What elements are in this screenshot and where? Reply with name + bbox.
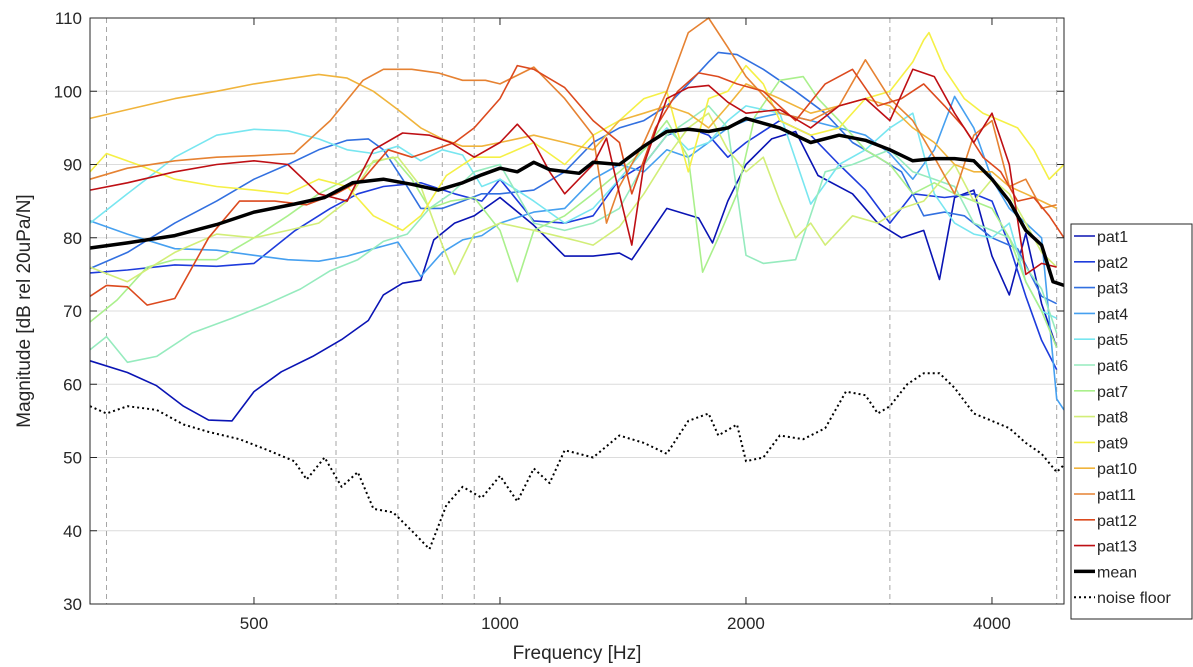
legend-label: pat11 <box>1097 487 1136 504</box>
x-tick-label: 2000 <box>727 614 765 633</box>
axis-ticks: 30 40 50 60 70 80 90 100 110 500 1000 2000 4000 <box>54 9 1064 633</box>
x-axis-label: Frequency [Hz] <box>513 643 642 664</box>
y-tick-label: 110 <box>55 9 82 28</box>
y-tick-label: 60 <box>63 375 82 394</box>
legend: pat1 pat2 pat3 pat4 pat5 pat6 pat7 pat8 pat9 pat1… <box>1070 223 1193 620</box>
series-line-mean <box>89 116 1065 288</box>
series-lines <box>89 17 1065 551</box>
legend-label: pat12 <box>1097 513 1137 530</box>
legend-label: pat1 <box>1097 229 1128 246</box>
legend-label: pat5 <box>1097 332 1128 349</box>
y-tick-label: 80 <box>63 229 82 248</box>
series-line-pat4 <box>89 95 1065 411</box>
y-tick-label: 50 <box>63 449 82 468</box>
y-tick-label: 100 <box>54 82 82 101</box>
y-tick-label: 40 <box>63 522 82 541</box>
y-tick-label: 70 <box>63 302 82 321</box>
legend-label: pat2 <box>1097 255 1128 272</box>
x-tick-label: 1000 <box>481 614 519 633</box>
legend-label: pat13 <box>1097 539 1137 556</box>
legend-label: pat10 <box>1097 461 1137 478</box>
legend-label: noise floor <box>1097 590 1171 607</box>
legend-box <box>1070 223 1193 620</box>
legend-label: pat3 <box>1097 281 1128 298</box>
legend-label: pat6 <box>1097 358 1128 375</box>
y-tick-label: 30 <box>63 595 82 614</box>
series-line-pat13 <box>89 68 1057 276</box>
series-line-pat1 <box>89 130 1058 422</box>
series-line-pat3 <box>89 51 1058 305</box>
series-line-pat6 <box>89 105 1058 364</box>
x-tick-label: 4000 <box>973 614 1011 633</box>
series-line-pat8 <box>89 112 1058 283</box>
legend-label: pat7 <box>1097 384 1128 401</box>
legend-label: pat8 <box>1097 410 1128 427</box>
legend-label: mean <box>1097 564 1137 581</box>
y-tick-label: 90 <box>63 156 82 175</box>
series-line-pat12 <box>89 64 1065 306</box>
legend-label: pat9 <box>1097 435 1128 452</box>
legend-label: pat4 <box>1097 306 1128 323</box>
y-axis-label: Magnitude [dB rel 20uPa/N] <box>14 194 35 427</box>
series-line-pat11 <box>89 17 1057 224</box>
series-line-noise-floor <box>89 372 1065 551</box>
x-tick-label: 500 <box>240 614 268 633</box>
